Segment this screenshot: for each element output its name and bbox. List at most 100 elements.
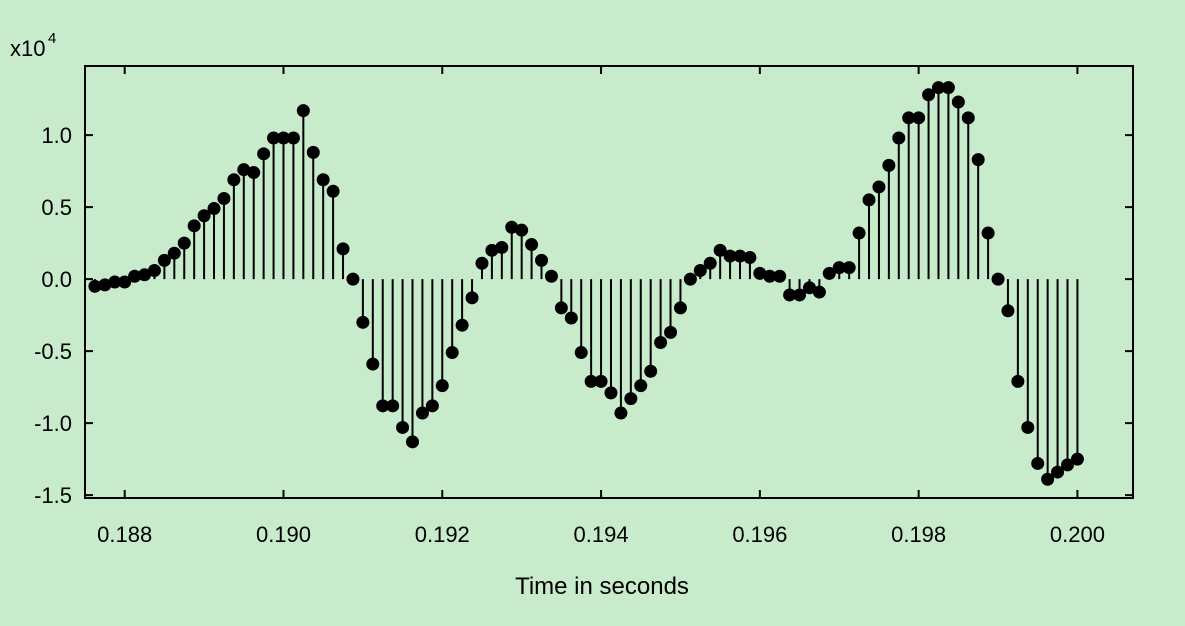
stem-marker	[564, 311, 578, 325]
stem-marker	[614, 406, 628, 420]
stem-marker	[584, 374, 598, 388]
stem-marker	[723, 249, 737, 263]
stem-marker	[415, 406, 429, 420]
stem-marker	[594, 374, 608, 388]
x-tick-label: 0.198	[891, 522, 946, 547]
stem-marker	[316, 173, 330, 187]
stem-marker	[1031, 456, 1045, 470]
stem-marker	[931, 81, 945, 95]
stem-marker	[485, 243, 499, 257]
stem-marker	[346, 272, 360, 286]
stem-marker	[425, 399, 439, 413]
stem-marker	[783, 288, 797, 302]
stem-marker	[197, 209, 211, 223]
stem-marker	[822, 266, 836, 280]
stem-marker	[445, 346, 459, 360]
stem-marker	[167, 246, 181, 260]
stem-marker	[138, 268, 152, 282]
stem-marker	[733, 249, 747, 263]
stem-marker	[644, 364, 658, 378]
x-tick-label: 0.200	[1050, 522, 1105, 547]
y-tick-label: 0.0	[41, 267, 72, 292]
stem-marker	[207, 202, 221, 216]
y-tick-label: 0.5	[41, 195, 72, 220]
x-axis-label: Time in seconds	[515, 573, 689, 600]
stem-marker	[951, 95, 965, 109]
stem-marker	[525, 238, 539, 252]
stem-marker	[862, 193, 876, 207]
stem-marker	[336, 242, 350, 256]
stem-marker	[922, 88, 936, 102]
stem-marker	[157, 253, 171, 267]
stem-marker	[1051, 465, 1065, 479]
y-tick-label: -1.0	[34, 411, 72, 436]
stem-marker	[366, 357, 380, 371]
stem-marker	[247, 166, 261, 180]
stem-marker	[187, 219, 201, 233]
stem-marker	[902, 111, 916, 125]
stem-marker	[535, 253, 549, 267]
stem-marker	[634, 379, 648, 393]
stem-marker	[257, 147, 271, 161]
x-tick-label: 0.194	[574, 522, 629, 547]
stem-marker	[812, 285, 826, 299]
stem-marker	[892, 131, 906, 145]
stem-marker	[177, 236, 191, 250]
stem-marker	[326, 184, 340, 198]
stem-marker	[703, 256, 717, 270]
stem-marker	[763, 269, 777, 283]
stem-marker	[386, 399, 400, 413]
stem-marker	[872, 180, 886, 194]
scale-base: x10	[10, 36, 45, 61]
scale-label: x10 4	[10, 30, 56, 61]
stem-marker	[773, 269, 787, 283]
stem-marker	[118, 275, 132, 289]
markers	[88, 81, 1084, 486]
stem-marker	[832, 261, 846, 275]
x-tick-label: 0.188	[97, 522, 152, 547]
stem-marker	[128, 269, 142, 283]
stem-marker	[406, 435, 419, 449]
stem-marker	[108, 275, 122, 289]
plot-frame	[84, 65, 1134, 499]
stem-marker	[1011, 374, 1025, 388]
stem-marker	[147, 263, 161, 277]
stem-marker	[1001, 304, 1015, 318]
stem-marker	[227, 173, 241, 187]
stem-marker	[217, 191, 231, 205]
stem-marker	[802, 281, 816, 295]
stem-marker	[713, 243, 727, 257]
stem-marker	[435, 379, 449, 393]
stem-marker	[515, 223, 529, 237]
stem-marker	[505, 220, 519, 234]
stem-marker	[961, 111, 975, 125]
stem-marker	[604, 386, 618, 400]
stem-marker	[1061, 458, 1074, 472]
stems	[93, 87, 1079, 480]
stem-marker	[286, 131, 300, 145]
stem-marker	[664, 325, 678, 339]
y-tick-label: -1.5	[34, 483, 72, 508]
stem-marker	[396, 420, 410, 434]
stem-marker	[376, 399, 390, 413]
y-tick-label: 1.0	[41, 123, 72, 148]
stem-marker	[882, 158, 896, 172]
stem-marker	[1070, 452, 1084, 466]
stem-marker	[793, 288, 807, 302]
stem-marker	[574, 346, 588, 360]
stem-marker	[673, 301, 687, 315]
stem-marker	[296, 104, 310, 118]
y-tick-label: -0.5	[34, 339, 72, 364]
x-axis: 0.188 0.190 0.192 0.194 0.196 0.198 0.200	[97, 66, 1105, 547]
stem-marker	[654, 335, 668, 349]
stem-marker	[267, 131, 281, 145]
stem-marker	[941, 81, 955, 95]
stem-marker	[991, 272, 1005, 286]
stem-marker	[98, 278, 112, 292]
stem-marker	[1021, 420, 1035, 434]
stem-marker	[842, 261, 856, 275]
x-tick-label: 0.192	[415, 522, 470, 547]
scale-exponent: 4	[48, 30, 56, 47]
stem-marker	[455, 318, 469, 332]
